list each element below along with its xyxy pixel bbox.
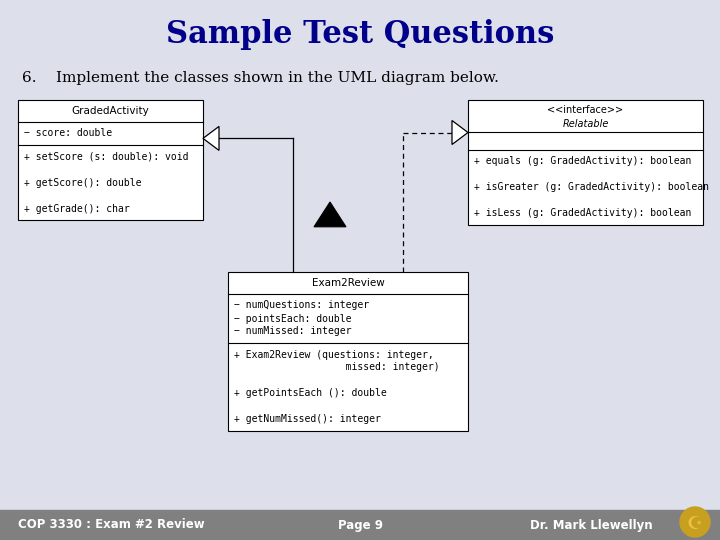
Text: + getScore(): double: + getScore(): double [24,178,142,187]
Text: − pointsEach: double: − pointsEach: double [234,314,351,323]
Text: − numQuestions: integer: − numQuestions: integer [234,300,369,310]
Text: ☪: ☪ [687,515,703,533]
Text: Sample Test Questions: Sample Test Questions [166,19,554,51]
Text: + isLess (g: GradedActivity): boolean: + isLess (g: GradedActivity): boolean [474,208,691,219]
Text: + Exam2Review (questions: integer,: + Exam2Review (questions: integer, [234,349,433,360]
Text: missed: integer): missed: integer) [234,362,440,373]
Text: + getGrade(): char: + getGrade(): char [24,204,130,213]
Text: Dr. Mark Llewellyn: Dr. Mark Llewellyn [530,518,652,531]
Bar [228,272,468,431]
Text: GradedActivity: GradedActivity [71,106,149,116]
Bar [468,100,703,225]
Text: − score: double: − score: double [24,129,112,138]
Polygon shape [203,126,219,151]
Text: − numMissed: integer: − numMissed: integer [234,327,351,336]
Polygon shape [452,120,468,145]
Text: + isGreater (g: GradedActivity): boolean: + isGreater (g: GradedActivity): boolean [474,183,709,192]
Text: + getNumMissed(): integer: + getNumMissed(): integer [234,415,381,424]
Text: <<interface>>: <<interface>> [547,105,624,115]
Bar [18,100,203,220]
Circle shape [680,507,710,537]
Text: Page 9: Page 9 [338,518,382,531]
Text: + equals (g: GradedActivity): boolean: + equals (g: GradedActivity): boolean [474,157,691,166]
Text: 6.    Implement the classes shown in the UML diagram below.: 6. Implement the classes shown in the UM… [22,71,499,85]
Bar [0,510,720,540]
Text: COP 3330 : Exam #2 Review: COP 3330 : Exam #2 Review [18,518,204,531]
Polygon shape [314,202,346,227]
Text: + getPointsEach (): double: + getPointsEach (): double [234,388,387,399]
Text: Exam2Review: Exam2Review [312,278,384,288]
Text: Relatable: Relatable [562,119,608,129]
Text: + setScore (s: double): void: + setScore (s: double): void [24,152,189,161]
